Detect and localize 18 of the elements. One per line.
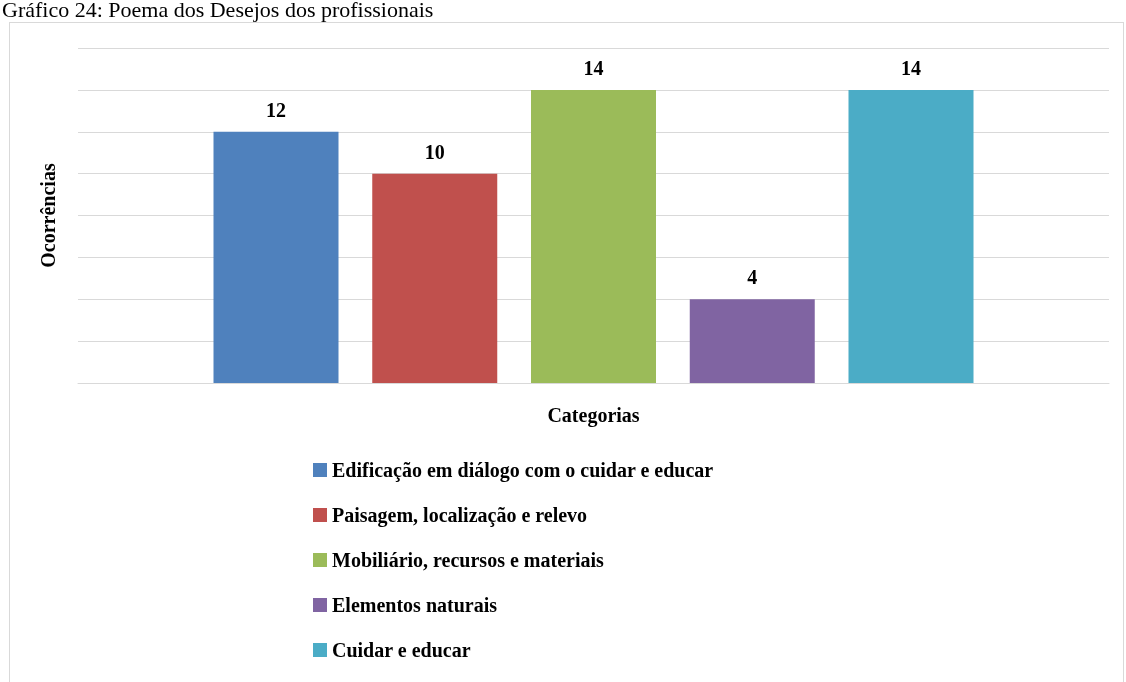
legend-label: Paisagem, localização e relevo xyxy=(332,504,588,527)
bar xyxy=(213,131,339,383)
bar xyxy=(848,89,974,383)
chart-title: Gráfico 24: Poema dos Desejos dos profissionais xyxy=(2,0,434,23)
x-axis-title: Categorias xyxy=(547,404,640,427)
y-axis-title: Ocorrências xyxy=(37,163,59,268)
data-label: 12 xyxy=(266,98,286,121)
bar xyxy=(689,299,815,383)
data-label: 14 xyxy=(901,56,921,79)
data-label: 10 xyxy=(424,140,445,163)
data-label: 14 xyxy=(583,56,604,79)
legend-label: Elementos naturais xyxy=(332,594,498,616)
legend-label: Edificação em diálogo com o cuidar e educar xyxy=(332,459,714,482)
legend-label: Cuidar e educar xyxy=(332,639,471,661)
bar xyxy=(531,89,656,383)
data-label: 4 xyxy=(747,266,758,289)
legend-label: Mobiliário, recursos e materiais xyxy=(332,549,604,571)
bar xyxy=(372,173,498,383)
